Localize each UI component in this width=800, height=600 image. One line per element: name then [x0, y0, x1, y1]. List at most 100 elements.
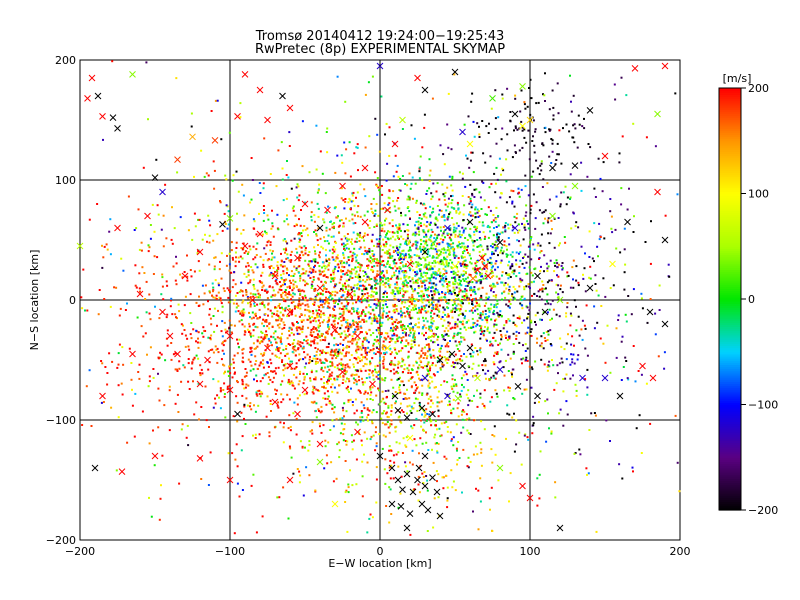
- data-dot: [560, 162, 563, 165]
- data-dot: [412, 290, 415, 293]
- data-dot: [354, 338, 357, 341]
- data-dot: [270, 227, 273, 230]
- data-dot: [365, 320, 368, 323]
- data-dot: [396, 275, 399, 278]
- data-dot: [309, 377, 312, 380]
- data-dot: [406, 243, 409, 246]
- data-dot: [395, 245, 398, 248]
- data-dot: [269, 249, 272, 252]
- data-dot: [443, 230, 446, 233]
- data-dot: [470, 327, 473, 329]
- data-dot: [281, 380, 284, 383]
- data-dot: [367, 369, 370, 371]
- data-dot: [351, 254, 354, 257]
- data-dot: [285, 278, 288, 281]
- data-dot: [384, 219, 386, 222]
- data-dot: [366, 233, 369, 236]
- data-dot: [390, 318, 393, 320]
- data-dot: [241, 248, 244, 251]
- data-dot: [470, 262, 473, 265]
- data-dot: [443, 199, 446, 201]
- data-dot: [416, 270, 419, 273]
- data-dot: [481, 254, 484, 257]
- data-dot: [473, 394, 475, 397]
- data-dot: [460, 305, 463, 308]
- data-dot: [345, 271, 348, 274]
- data-dot: [281, 265, 284, 268]
- data-dot: [427, 250, 430, 253]
- data-dot: [390, 291, 393, 294]
- data-dot: [459, 262, 462, 265]
- data-dot: [417, 255, 420, 258]
- data-dot: [314, 260, 317, 263]
- data-dot: [348, 197, 351, 200]
- data-dot: [446, 315, 449, 318]
- data-dot: [403, 276, 406, 279]
- data-dot: [266, 259, 269, 262]
- data-dot: [452, 390, 455, 393]
- data-dot: [450, 299, 453, 302]
- data-dot: [581, 125, 584, 128]
- data-dot: [428, 254, 431, 257]
- data-dot: [272, 332, 275, 335]
- data-dot: [384, 423, 387, 426]
- data-dot: [460, 377, 463, 380]
- data-dot: [571, 361, 574, 364]
- data-dot: [285, 291, 288, 294]
- data-dot: [541, 318, 543, 321]
- data-dot: [450, 291, 452, 294]
- data-dot: [382, 296, 385, 298]
- data-dot: [376, 184, 379, 187]
- data-dot: [355, 409, 358, 412]
- data-dot: [246, 404, 249, 407]
- data-dot: [429, 215, 432, 218]
- data-dot: [390, 360, 393, 363]
- data-dot: [86, 309, 89, 312]
- data-dot: [306, 342, 309, 345]
- data-dot: [539, 344, 542, 347]
- data-dot: [85, 385, 88, 388]
- data-dot: [404, 327, 406, 330]
- data-dot: [275, 341, 278, 344]
- data-dot: [406, 235, 409, 238]
- data-dot: [342, 313, 345, 316]
- data-dot: [336, 344, 339, 346]
- data-dot: [493, 309, 495, 312]
- data-dot: [254, 363, 257, 366]
- data-dot: [556, 153, 559, 156]
- data-dot: [177, 411, 180, 413]
- data-dot: [270, 299, 272, 302]
- data-dot: [288, 414, 291, 417]
- data-dot: [249, 332, 252, 335]
- data-dot: [498, 232, 501, 235]
- data-dot: [236, 401, 239, 404]
- data-dot: [308, 310, 311, 313]
- data-dot: [245, 383, 248, 386]
- data-dot: [444, 251, 447, 254]
- data-dot: [371, 349, 374, 352]
- data-dot: [395, 224, 397, 227]
- data-dot: [341, 243, 343, 246]
- data-dot: [387, 230, 390, 233]
- data-dot: [428, 328, 430, 331]
- data-dot: [376, 273, 379, 276]
- data-dot: [286, 315, 289, 318]
- data-dot: [377, 259, 380, 262]
- data-dot: [231, 452, 234, 455]
- data-dot: [243, 325, 246, 328]
- data-dot: [318, 306, 321, 309]
- data-dot: [458, 320, 461, 323]
- data-dot: [371, 399, 374, 401]
- data-dot: [412, 334, 415, 337]
- data-dot: [587, 472, 590, 475]
- data-dot: [404, 252, 407, 255]
- data-dot: [454, 323, 457, 325]
- data-dot: [403, 284, 406, 287]
- data-dot: [314, 327, 317, 330]
- data-dot: [511, 156, 514, 159]
- data-dot: [395, 304, 398, 307]
- data-dot: [422, 230, 425, 233]
- data-dot: [235, 241, 238, 244]
- data-dot: [331, 371, 334, 374]
- data-dot: [365, 363, 368, 366]
